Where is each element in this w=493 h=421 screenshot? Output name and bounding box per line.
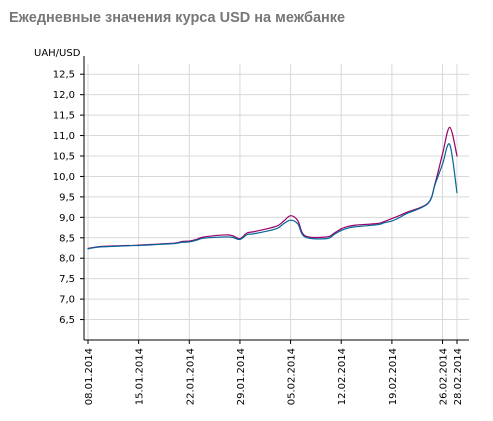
series-line-2 [87,143,458,250]
y-tick-label: 11,5 [53,111,75,122]
x-tick-label: 15.01.2014 [135,348,146,405]
x-tick-label: 08.01.2014 [84,348,95,405]
y-tick-label: 7,5 [59,274,75,285]
y-tick-label: 10,0 [53,172,75,183]
y-tick-label: 12,0 [53,90,75,101]
x-tick-label: 22.01.2014 [185,348,196,405]
y-tick-label: 9,0 [59,213,75,224]
x-tick-label: 26.02.2014 [439,348,450,405]
series-lines [87,126,458,250]
axes [80,56,469,344]
y-tick-label: 11,0 [53,131,75,142]
y-tick-label: 9,5 [59,192,75,203]
y-tick-label: 10,5 [53,152,75,163]
x-tick-label: 29.01.2014 [236,348,247,405]
x-tick-label: 05.02.2014 [287,348,298,405]
y-tick-label: 8,5 [59,233,75,244]
y-tick-label: 7,0 [59,295,75,306]
y-tick-label: 12,5 [53,70,75,81]
y-tick-labels: 6,5 7,0 7,5 8,0 8,5 9,0 9,5 10,0 10,5 11,0 11,5 12,… [53,70,75,326]
x-tick-label: 19.02.2014 [388,348,399,405]
y-tick-label: 8,0 [59,254,75,265]
x-tick-label: 12.02.2014 [337,348,348,405]
y-axis-label: UAH/USD [34,48,81,59]
y-tick-label: 6,5 [59,315,75,326]
grid-lines [84,64,469,341]
x-tick-labels: 08.01.2014 15.01.2014 22.01.2014 29.01.2014… [84,348,464,405]
x-tick-label: 28.02.2014 [453,348,464,405]
chart-title: Ежедневные значения курса USD на межбанк… [9,10,346,26]
